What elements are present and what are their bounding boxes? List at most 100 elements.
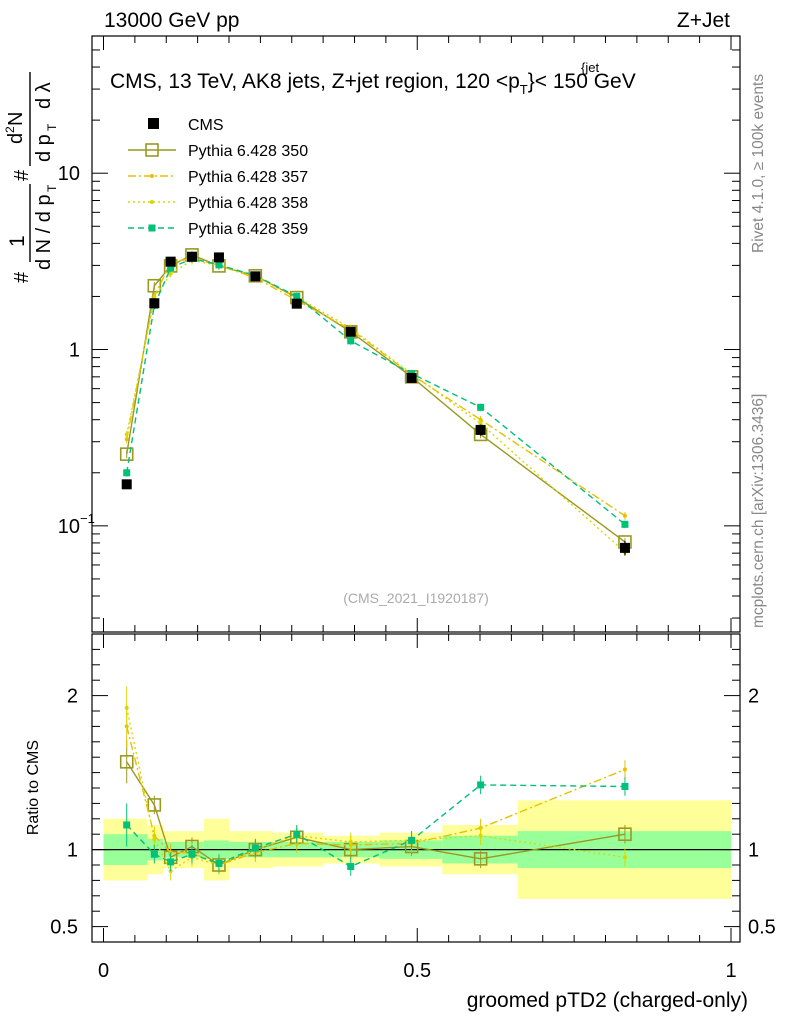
plot-title: CMS, 13 TeV, AK8 jets, Z+jet region, 120… [110, 70, 636, 97]
ylabel-T1: T [45, 184, 59, 192]
series-point-3 [293, 292, 301, 300]
series-point-1 [622, 513, 627, 518]
ylabel-sup2: 2 [3, 126, 17, 133]
ratio-line-3 [126, 784, 625, 868]
series-point-3 [347, 337, 355, 345]
ratio-point-2 [124, 705, 129, 710]
series-point-3 [621, 520, 629, 528]
ratio-point-2 [348, 839, 353, 844]
series-line-1 [126, 257, 626, 517]
data-point [291, 298, 302, 309]
header-right: Z+Jet [677, 9, 730, 32]
ratio-series [119, 686, 632, 881]
ratio-point-3 [347, 863, 355, 871]
ratio-point-2 [622, 855, 627, 860]
legend-marker-2 [150, 200, 154, 204]
data-point [213, 252, 224, 263]
side-mcplots: mcplots.cern.ch [arXiv:1306.3436] [750, 394, 767, 628]
ratio-point-3 [215, 859, 223, 867]
legend: CMS Pythia 6.428 350 Pythia 6.428 357 Pythi… [128, 117, 308, 238]
plot-title-sup: {jet [581, 60, 599, 75]
ratio-tick-label: 1 [67, 840, 78, 862]
legend-marker-cms [148, 118, 159, 129]
ratio-point-3 [621, 782, 629, 790]
ratio-tick-label-right: 2 [748, 686, 759, 708]
x-axis-label: groomed pTD2 (charged-only) [467, 989, 748, 1012]
series-point-1 [124, 437, 129, 442]
data-point [406, 372, 417, 383]
legend-label-cms: CMS [188, 117, 224, 134]
legend-label-0: Pythia 6.428 350 [188, 143, 308, 160]
y-tick-label-exp: −1 [80, 511, 95, 526]
series-line-2 [126, 259, 626, 553]
ratio-point-3 [408, 836, 416, 844]
ratio-tick-label-right: 1 [748, 840, 759, 862]
ratio-point-0 [618, 827, 632, 842]
data-point [250, 271, 261, 282]
x-tick-label: 0.5 [403, 960, 431, 982]
ratio-point-0 [147, 798, 162, 812]
series-point-2 [168, 271, 173, 276]
data-point [619, 542, 630, 553]
ratio-ticks: 0 0.5 1 0.5 0.5 1 1 2 2 [50, 633, 776, 982]
data-point [165, 256, 176, 267]
series-point-0 [119, 447, 134, 461]
legend-label-1: Pythia 6.428 357 [188, 169, 308, 186]
ylabel-dNdpT: d N / d p [33, 194, 55, 270]
ratio-tick-label-right: 0.5 [748, 917, 776, 939]
ylabel-one: 1 [6, 235, 29, 247]
analysis-id: (CMS_2021_I1920187) [343, 590, 489, 606]
y-axis-label-main: # 1 d N / d p T # d 2 N d p T d λ [3, 72, 59, 283]
ratio-tick-label: 2 [67, 686, 78, 708]
series-line-3 [126, 257, 626, 525]
y-tick-label: 10 [58, 163, 80, 185]
x-tick-label: 0 [98, 960, 109, 982]
series-point-3 [477, 403, 485, 411]
ratio-point-3 [150, 850, 158, 858]
ratio-point-0 [119, 755, 134, 769]
legend-marker-0 [145, 143, 159, 157]
ratio-point-3 [477, 781, 485, 789]
ratio-point-3 [293, 830, 301, 838]
y-tick-label: 10 [58, 516, 80, 538]
ratio-point-3 [123, 821, 131, 829]
ratio-point-0 [473, 852, 488, 866]
data-point [149, 298, 160, 309]
ratio-tick-label: 0.5 [50, 917, 78, 939]
ratio-point-1 [622, 767, 627, 772]
series-point-3 [123, 469, 131, 477]
ylabel-hash-2: # [11, 169, 33, 181]
ylabel-dp: d p [33, 134, 55, 162]
plot-title-sub: T [520, 82, 528, 97]
series-point-3 [167, 264, 175, 272]
data-point [475, 424, 486, 435]
main-series [119, 248, 632, 556]
legend-label-2: Pythia 6.428 358 [188, 195, 308, 212]
ratio-point-2 [152, 836, 157, 841]
plot-title-main: CMS, 13 TeV, AK8 jets, Z+jet region, 120… [110, 70, 520, 93]
ylabel-dlambda: d λ [33, 82, 55, 109]
plot-title-tail: }< 150 GeV [528, 70, 636, 93]
ylabel-hash-1: # [11, 271, 33, 283]
ylabel-d2: d [5, 133, 27, 144]
series-point-3 [215, 261, 223, 269]
ratio-point-3 [188, 850, 196, 858]
ylabel-T2: T [45, 123, 59, 131]
data-point [121, 479, 132, 490]
series-point-0 [147, 278, 162, 293]
legend-marker-3 [148, 224, 156, 232]
data-point [186, 251, 197, 262]
ratio-point-3 [251, 844, 259, 852]
x-tick-label: 1 [725, 960, 736, 982]
series-line-0 [126, 254, 626, 543]
series-point-2 [124, 432, 129, 437]
header-left: 13000 GeV pp [104, 9, 239, 32]
legend-label-3: Pythia 6.428 359 [188, 221, 308, 238]
ratio-point-3 [167, 858, 175, 866]
data-point [345, 326, 356, 337]
series-point-1 [478, 417, 483, 422]
legend-marker-1 [150, 174, 154, 178]
ratio-point-2 [478, 833, 483, 838]
main-frame [91, 35, 741, 633]
